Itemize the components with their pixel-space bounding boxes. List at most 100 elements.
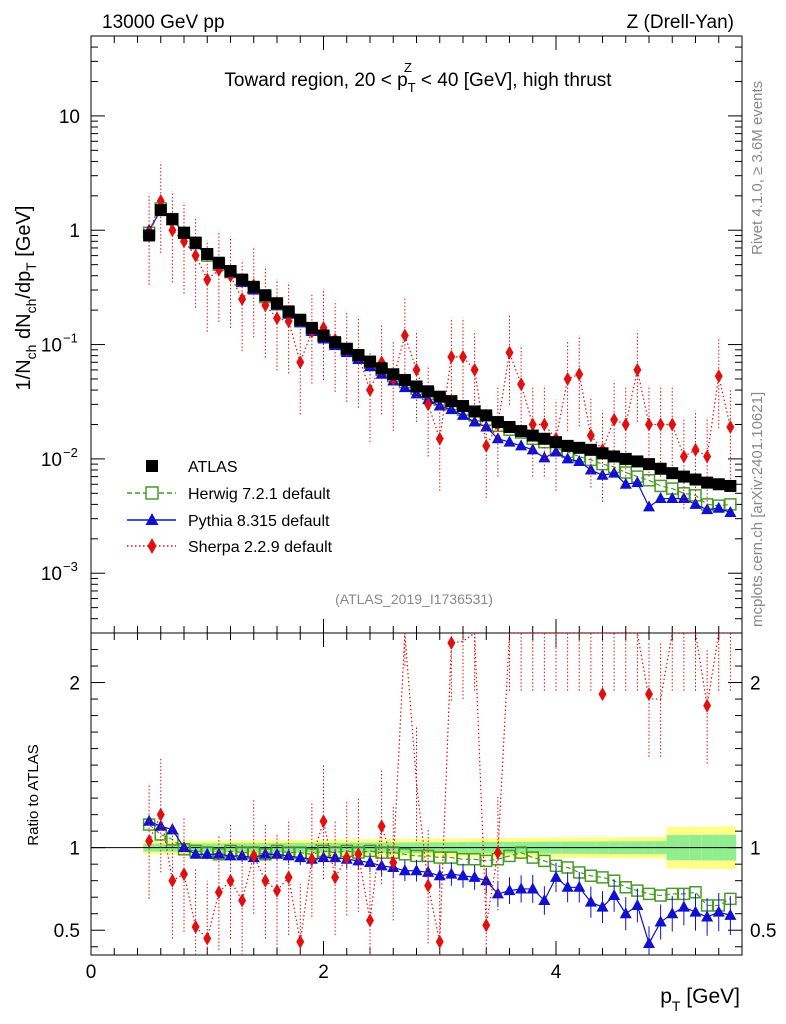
data-point-triangle [282,849,295,861]
data-point-square [701,476,714,489]
data-point-triangle [410,864,423,876]
data-point-square [561,439,574,452]
data-point-diamond [459,349,467,364]
data-point-square [584,443,597,456]
main-y-tick-label: 10 [41,450,62,471]
data-point-triangle [573,454,586,466]
data-point-triangle [584,895,597,907]
data-point-square [654,462,667,475]
data-point-triangle [503,884,516,896]
data-point-diamond [273,883,281,898]
data-point-square [538,432,551,445]
data-point-square [364,355,376,368]
data-point-diamond [424,397,433,412]
data-point-square [236,273,249,286]
data-point-square [550,436,562,449]
data-point-diamond [714,369,723,384]
data-point-square [445,395,458,408]
data-point-triangle [619,907,632,919]
data-point-square [340,342,353,355]
data-point-diamond [482,918,491,933]
data-point-square [515,425,528,438]
x-tick-label: 4 [551,962,562,983]
data-point-diamond [284,314,293,329]
data-point-triangle [608,466,621,478]
data-point-triangle [712,501,725,513]
data-series [142,161,737,955]
main-series-atlas [143,204,737,492]
data-point-diamond [400,328,409,343]
chart-title: Toward region, 20 < pT < 40 [GeV], high … [224,70,612,95]
data-point-triangle [375,859,388,871]
data-point-diamond [238,893,247,908]
data-point-triangle [712,905,725,917]
data-point-diamond [540,417,549,432]
legend-marker-sherpa [147,538,157,554]
data-point-diamond [307,852,316,867]
data-point-diamond [633,362,642,377]
data-point-triangle [154,819,167,831]
data-point-diamond [145,834,154,849]
data-point-diamond [424,878,433,893]
data-point-triangle [212,847,225,859]
data-point-triangle [689,905,702,917]
data-point-square [689,473,702,486]
data-point-square [201,247,214,260]
data-point-diamond [331,870,340,885]
data-point-square [224,265,237,278]
data-point-triangle [433,399,446,411]
data-point-triangle [515,882,528,894]
data-point-triangle [596,900,609,912]
data-point-triangle [143,814,156,826]
x-tick-label: 0 [86,962,97,983]
data-point-diamond [168,223,177,238]
data-point-triangle [619,477,632,489]
data-point-triangle [724,908,737,920]
legend-entry-herwig: Herwig 7.2.1 default [127,486,331,503]
data-point-square [305,321,318,334]
mcplots-label: mcplots.cern.ch [arXiv:2401.10621] [749,392,766,627]
x-axis-label: pT [GeV] [660,985,740,1014]
data-point-triangle [480,874,493,886]
data-point-triangle [677,900,690,912]
main-y-tick-exponent: −2 [63,445,78,460]
data-point-diamond [226,873,235,888]
data-point-square [643,458,655,471]
data-point-diamond [482,438,491,453]
data-point-square [410,380,423,393]
legend-marker-herwig [145,486,159,500]
data-point-triangle [398,864,411,876]
data-point-square [166,213,179,226]
data-point-triangle [643,936,655,948]
data-point-diamond [703,698,712,713]
main-y-tick-exponent: −1 [63,331,78,346]
data-point-triangle [538,451,551,463]
legend-label-herwig: Herwig 7.2.1 default [188,486,331,503]
data-point-triangle [433,869,446,881]
data-point-triangle [294,851,307,863]
data-point-diamond [296,934,305,949]
data-point-diamond [691,442,700,457]
legend-label-sherpa: Sherpa 2.2.9 default [188,539,333,556]
data-point-diamond [342,850,351,865]
rivet-version-label: Rivet 4.1.0, ≥ 3.6M events [749,81,766,255]
data-point-triangle [701,503,714,515]
data-point-diamond [447,635,456,650]
ratio-y-tick-label-right: 2 [750,674,761,695]
data-point-diamond [156,807,165,822]
data-point-diamond [610,412,619,427]
data-point-triangle [666,907,679,919]
legend-label-atlas: ATLAS [188,459,238,476]
data-point-triangle [608,889,621,901]
main-y-axis-label: 1/Nch dNch/dpT [GeV] [13,206,39,391]
data-point-triangle [201,847,214,859]
data-point-diamond [435,934,444,949]
data-point-triangle [654,492,667,504]
ratio-y-tick-label-left: 0.5 [54,921,80,942]
data-point-diamond [191,919,200,934]
data-point-square [294,313,307,326]
data-point-open-square [654,479,667,493]
data-point-triangle [631,898,644,910]
